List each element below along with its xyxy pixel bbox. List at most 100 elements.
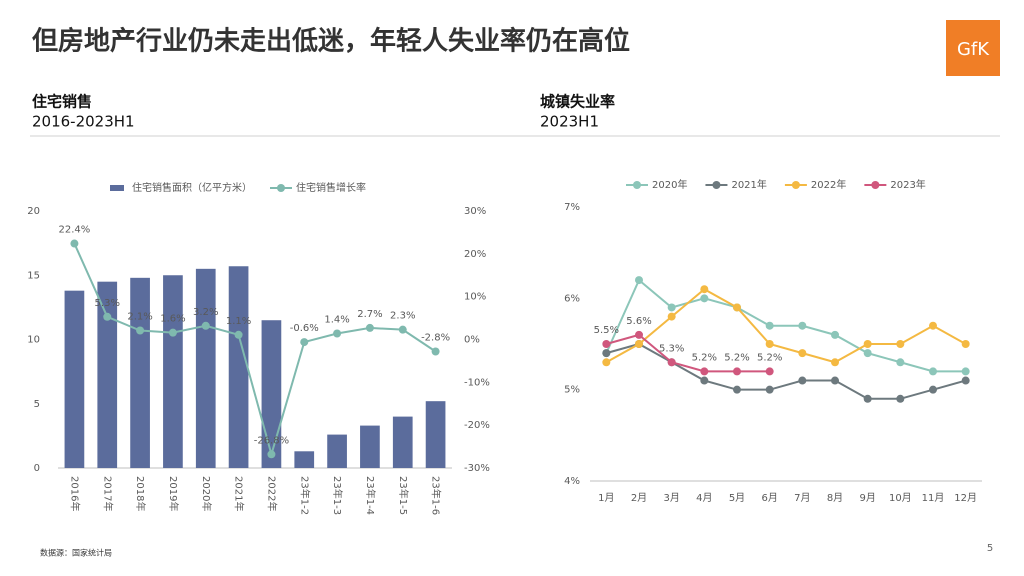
line-marker [765, 367, 774, 376]
data-label: -26.8% [254, 435, 289, 446]
legend-marker [277, 184, 285, 192]
y-tick-label: 0 [34, 463, 40, 474]
data-label: 22.4% [59, 225, 91, 236]
panel-title: 住宅销售 [32, 93, 92, 111]
y-tick-label: 10 [27, 335, 40, 346]
x-tick-label: 2020年 [200, 476, 213, 511]
source: 数据源：国家统计局 [40, 548, 112, 558]
line-marker [798, 321, 807, 330]
bar [261, 320, 282, 468]
line-marker [896, 358, 905, 367]
bar [327, 434, 347, 468]
data-label: -0.6% [290, 323, 319, 334]
line-marker [961, 367, 970, 376]
data-label: 5.3% [95, 298, 120, 309]
line-marker [136, 326, 145, 335]
data-label: 2.7% [357, 309, 382, 320]
y2-tick-label: 10% [464, 292, 486, 303]
bar [294, 451, 315, 468]
data-label: 5.3% [659, 343, 684, 354]
legend-label: 2023年 [890, 178, 925, 191]
line-marker [300, 338, 309, 347]
line-marker [929, 367, 937, 376]
y-tick-label: 5% [564, 385, 580, 396]
line-marker [798, 349, 807, 358]
line-marker [168, 328, 177, 337]
panel-title: 城镇失业率 [540, 93, 615, 111]
line-marker [70, 239, 79, 248]
y-tick-label: 20 [27, 206, 40, 217]
bar [195, 268, 216, 468]
line [73, 243, 437, 458]
line-marker [733, 385, 741, 394]
x-tick-label: 23年1-6 [430, 476, 443, 515]
line-marker [234, 330, 243, 339]
x-tick-label: 2021年 [233, 476, 246, 511]
panel-subtitle: 2023H1 [540, 113, 599, 131]
y2-tick-label: -10% [464, 377, 490, 388]
line-marker [700, 294, 709, 303]
line-marker [635, 276, 643, 285]
x-tick-label: 12月 [954, 492, 977, 504]
x-tick-label: 3月 [663, 492, 679, 504]
bar [228, 266, 249, 468]
line [605, 278, 966, 373]
legend-marker [712, 181, 721, 189]
line-marker [267, 450, 276, 459]
line-marker [635, 340, 643, 348]
x-tick-label: 11月 [922, 492, 945, 504]
legend-marker [791, 181, 800, 189]
bar [64, 290, 85, 468]
x-tick-label: 2022年 [265, 476, 278, 511]
x-tick-label: 8月 [827, 492, 843, 504]
line [606, 333, 770, 373]
logo-box [946, 20, 1000, 76]
line [605, 287, 967, 364]
data-label: 2.1% [127, 312, 152, 323]
line-marker [365, 323, 374, 332]
data-label: 1.6% [160, 314, 185, 325]
line-marker [700, 367, 709, 376]
line-marker [896, 394, 905, 403]
line-marker [667, 312, 676, 321]
y-tick-label: 15 [27, 270, 40, 281]
legend-swatch [110, 185, 124, 191]
bar [130, 277, 150, 468]
line-marker [831, 376, 839, 385]
line-marker [103, 312, 112, 321]
line-marker [798, 376, 807, 385]
panel-subtitle: 2016-2023H1 [32, 113, 135, 131]
y2-tick-label: 30% [464, 206, 486, 217]
x-tick-label: 6月 [761, 492, 777, 504]
x-tick-label: 5月 [729, 492, 745, 504]
line-marker [333, 329, 342, 338]
x-tick-label: 23年1-3 [331, 476, 344, 515]
x-tick-label: 2016年 [68, 476, 81, 511]
line-marker [602, 358, 611, 367]
legend-label: 2022年 [811, 178, 846, 191]
bar [360, 425, 380, 468]
y-tick-label: 7% [564, 202, 580, 213]
bar [163, 275, 183, 468]
line-marker [961, 376, 970, 385]
line-marker [896, 340, 905, 348]
line-marker [201, 321, 210, 330]
x-tick-label: 4月 [696, 492, 712, 504]
data-label: 5.2% [692, 352, 717, 363]
y-tick-label: 4% [564, 476, 580, 487]
x-tick-label: 2月 [631, 492, 647, 504]
data-label: 2.3% [390, 311, 415, 322]
data-label: 5.2% [757, 352, 782, 363]
x-tick-label: 2017年 [101, 476, 114, 511]
line-marker [863, 340, 872, 348]
line-marker [431, 347, 440, 356]
line-marker [602, 340, 611, 348]
line-marker [667, 303, 676, 312]
bar [425, 401, 446, 468]
line-marker [929, 321, 937, 330]
x-tick-label: 2018年 [134, 476, 147, 511]
data-label: 3.2% [193, 307, 218, 318]
data-label: 5.6% [626, 316, 651, 327]
x-tick-label: 23年1-2 [298, 476, 311, 515]
